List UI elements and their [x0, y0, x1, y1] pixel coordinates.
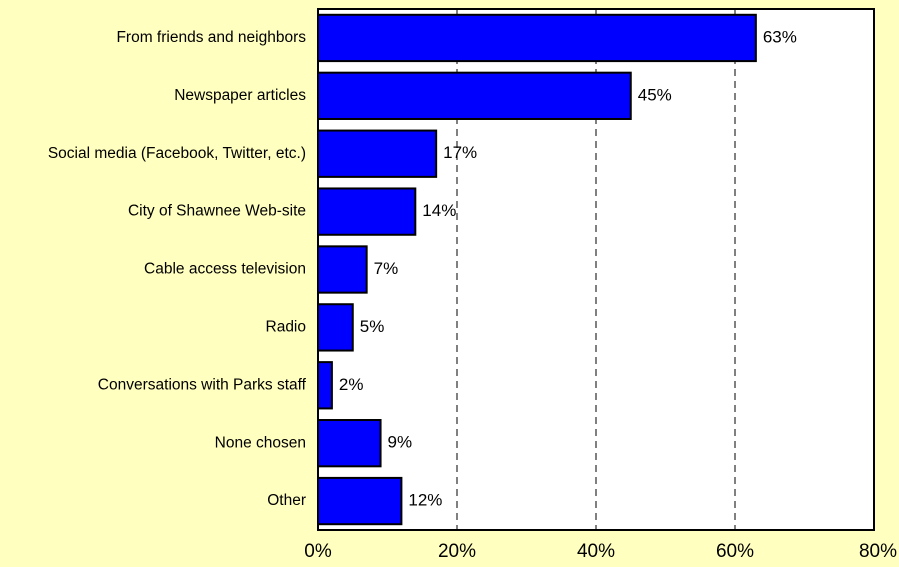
value-label-1: 45% — [638, 85, 672, 104]
category-label-2: Social media (Facebook, Twitter, etc.) — [48, 145, 306, 162]
value-labels: 63% 45% 17% 14% 7% 5% 2% 9% 12% — [339, 27, 797, 509]
value-label-3: 14% — [422, 201, 456, 220]
bar-6 — [317, 361, 333, 410]
bar-2 — [317, 129, 438, 178]
category-label-4: Cable access television — [144, 261, 306, 278]
x-tick-label-4: 80% — [859, 541, 897, 562]
x-tick-label-3: 60% — [716, 541, 754, 562]
x-tick-label-0: 0% — [304, 541, 332, 562]
category-labels: From friends and neighbors Newspaper arti… — [48, 29, 307, 509]
x-axis-ticks: 0% 20% 40% 60% 80% — [304, 541, 897, 562]
bar-1 — [317, 71, 632, 120]
bar-3 — [317, 187, 417, 236]
category-label-3: City of Shawnee Web-site — [128, 203, 306, 220]
x-tick-label-2: 40% — [577, 541, 615, 562]
category-label-8: Other — [267, 492, 306, 509]
category-label-0: From friends and neighbors — [116, 29, 306, 46]
category-label-5: Radio — [266, 318, 307, 335]
value-label-0: 63% — [763, 27, 797, 46]
bar-7 — [317, 419, 382, 468]
value-label-7: 9% — [388, 433, 413, 452]
value-label-6: 2% — [339, 375, 364, 394]
bar-0 — [317, 13, 757, 63]
value-label-2: 17% — [443, 143, 477, 162]
value-label-4: 7% — [374, 259, 399, 278]
value-label-8: 12% — [408, 491, 442, 510]
bar-5 — [317, 303, 354, 352]
category-label-1: Newspaper articles — [174, 87, 306, 104]
bar-8 — [317, 476, 403, 526]
bar-4 — [317, 245, 368, 294]
category-label-6: Conversations with Parks staff — [98, 376, 307, 393]
value-label-5: 5% — [360, 317, 385, 336]
category-label-7: None chosen — [215, 434, 306, 451]
x-tick-label-1: 20% — [438, 541, 476, 562]
